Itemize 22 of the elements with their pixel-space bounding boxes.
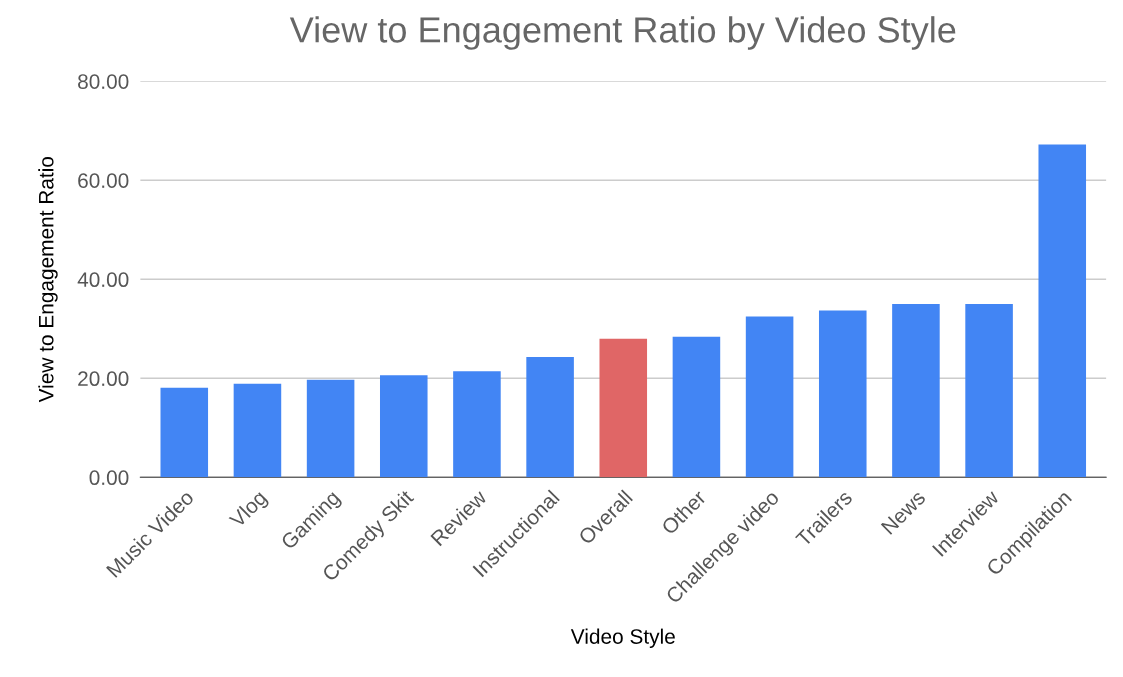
bar [892,304,940,478]
x-axis-title: Video Style [570,628,675,649]
y-tick-label: 40.00 [77,272,129,288]
bar [818,310,867,478]
y-tick-label: 60.00 [78,173,129,189]
y-tick-label: 0.00 [89,470,129,486]
x-tick-label: Vlog [228,489,271,532]
y-axis-title: View to Engagement Ratio [38,156,58,403]
bar [453,371,501,478]
bar [526,356,574,478]
bar [160,387,209,478]
bar [672,336,721,478]
bar [745,316,794,478]
y-tick-label: 20.00 [78,371,129,387]
bar [233,383,282,478]
bar [1038,144,1087,478]
y-tick-label: 80.00 [78,74,129,89]
bar [965,304,1013,478]
bar [599,338,648,478]
bar [306,379,355,478]
chart-title: View to Engagement Ratio by Video Style [289,16,956,50]
bar [379,375,428,478]
